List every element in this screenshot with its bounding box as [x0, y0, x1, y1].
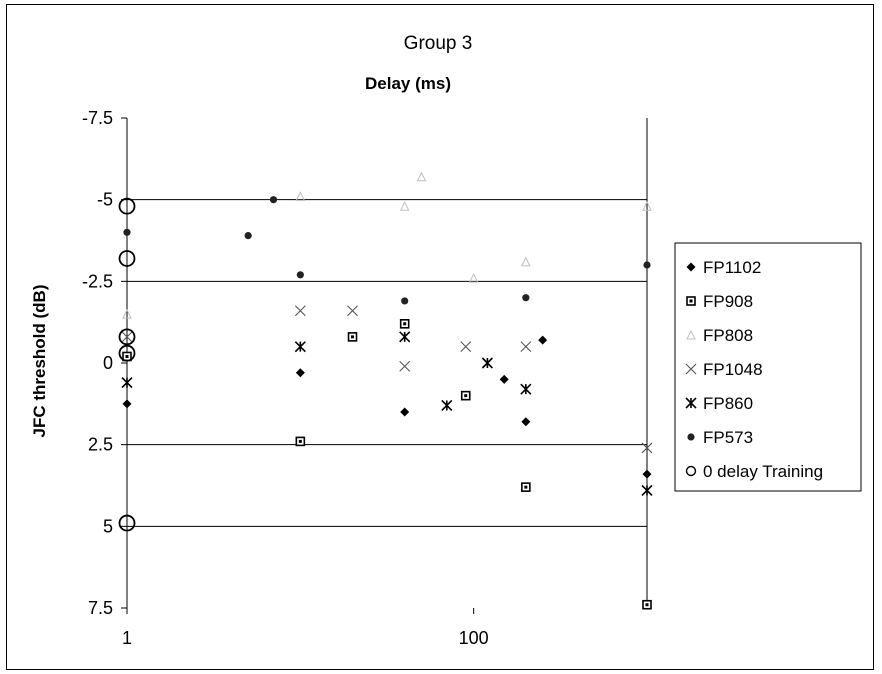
point-fp908 — [642, 599, 652, 610]
point-0-delay-training — [118, 344, 136, 362]
point-fp1102 — [642, 469, 652, 479]
point-0-delay-training — [118, 250, 136, 267]
point-fp573 — [244, 232, 252, 240]
point-fp1048 — [121, 331, 133, 343]
legend-label: FP808 — [703, 326, 753, 345]
legend-label: FP1048 — [703, 360, 763, 379]
point-fp860 — [520, 383, 532, 395]
point-fp808 — [642, 201, 652, 211]
legend-entry-fp573: FP573 — [687, 428, 753, 447]
point-fp1102 — [400, 407, 410, 417]
point-fp1102 — [122, 399, 132, 409]
chart-frame: Group 3 Delay (ms) JFC threshold (dB) -7… — [6, 4, 874, 670]
point-fp860 — [399, 331, 411, 343]
point-fp1102 — [521, 417, 531, 427]
legend-marker — [686, 329, 696, 340]
legend-entry-fp1048: FP1048 — [685, 360, 763, 379]
legend-marker — [686, 296, 696, 306]
y-axis-label: JFC threshold (dB) — [30, 285, 49, 438]
point-fp908 — [521, 482, 531, 492]
legend-marker — [685, 363, 697, 375]
point-fp908 — [460, 390, 471, 401]
y-tick-label: -7.5 — [82, 108, 113, 128]
point-0-delay-training — [118, 197, 136, 215]
x-axis-label: Delay (ms) — [365, 74, 451, 93]
point-fp1048 — [460, 341, 472, 353]
legend-label: FP908 — [703, 292, 753, 311]
legend-marker — [685, 397, 697, 409]
point-fp860 — [481, 357, 493, 369]
point-fp908 — [399, 318, 410, 329]
point-fp860 — [441, 399, 453, 412]
point-fp573 — [522, 294, 530, 302]
point-fp1048 — [520, 341, 532, 353]
x-tick-label: 1 — [122, 628, 132, 648]
legend-label: 0 delay Training — [703, 462, 823, 481]
point-fp808 — [416, 171, 427, 182]
scatter-chart: Group 3 Delay (ms) JFC threshold (dB) -7… — [30, 33, 862, 648]
point-fp1102 — [538, 335, 548, 345]
point-0-delay-training — [118, 328, 136, 346]
legend-entry-fp908: FP908 — [686, 292, 753, 311]
point-0-delay-training — [118, 514, 136, 532]
point-fp808 — [122, 308, 132, 319]
legend-entry-fp808: FP808 — [686, 326, 753, 345]
y-tick-label: 0 — [103, 353, 113, 373]
point-fp1048 — [347, 305, 358, 317]
point-fp808 — [295, 191, 306, 201]
y-tick-label: -5 — [97, 190, 113, 210]
point-fp573 — [123, 228, 131, 236]
legend-label: FP573 — [703, 428, 753, 447]
legend-entry-fp1102: FP1102 — [686, 258, 761, 277]
point-fp860 — [641, 484, 653, 496]
y-tick-label: 7.5 — [88, 598, 113, 618]
point-fp808 — [399, 201, 410, 211]
legend-label: FP860 — [703, 394, 753, 413]
point-fp860 — [294, 341, 306, 353]
point-fp1048 — [294, 305, 306, 317]
legend-marker — [685, 465, 697, 477]
plot-area: -7.5 -5 -2.5 0 2.5 5 7.5 1 100 — [82, 108, 653, 648]
legend-box — [674, 242, 862, 492]
point-fp860 — [121, 377, 133, 389]
point-fp573 — [296, 271, 304, 279]
point-fp573 — [401, 297, 409, 305]
y-tick-label: 2.5 — [88, 435, 113, 455]
legend-label: FP1102 — [703, 258, 761, 277]
x-tick-label: 100 — [459, 628, 489, 648]
legend-entry-0-delay-training: 0 delay Training — [685, 462, 823, 481]
point-fp1102 — [499, 374, 509, 384]
y-tick-label: -2.5 — [82, 271, 113, 291]
point-fp1048 — [641, 442, 653, 454]
point-fp808 — [468, 272, 479, 283]
point-fp908 — [295, 436, 306, 447]
point-fp573 — [269, 196, 278, 204]
point-fp1048 — [399, 360, 411, 372]
y-tick-label: 5 — [103, 516, 113, 536]
point-fp808 — [521, 256, 531, 267]
point-fp573 — [643, 261, 651, 269]
legend: FP1102 FP908 FP808 FP1048 FP860 FP573 0 delay … — [674, 242, 862, 492]
point-fp1102 — [295, 368, 305, 378]
legend-entry-fp860: FP860 — [685, 394, 753, 413]
legend-marker — [687, 433, 695, 441]
legend-marker — [686, 262, 696, 272]
point-fp908 — [347, 332, 358, 342]
chart-title: Group 3 — [404, 33, 473, 54]
